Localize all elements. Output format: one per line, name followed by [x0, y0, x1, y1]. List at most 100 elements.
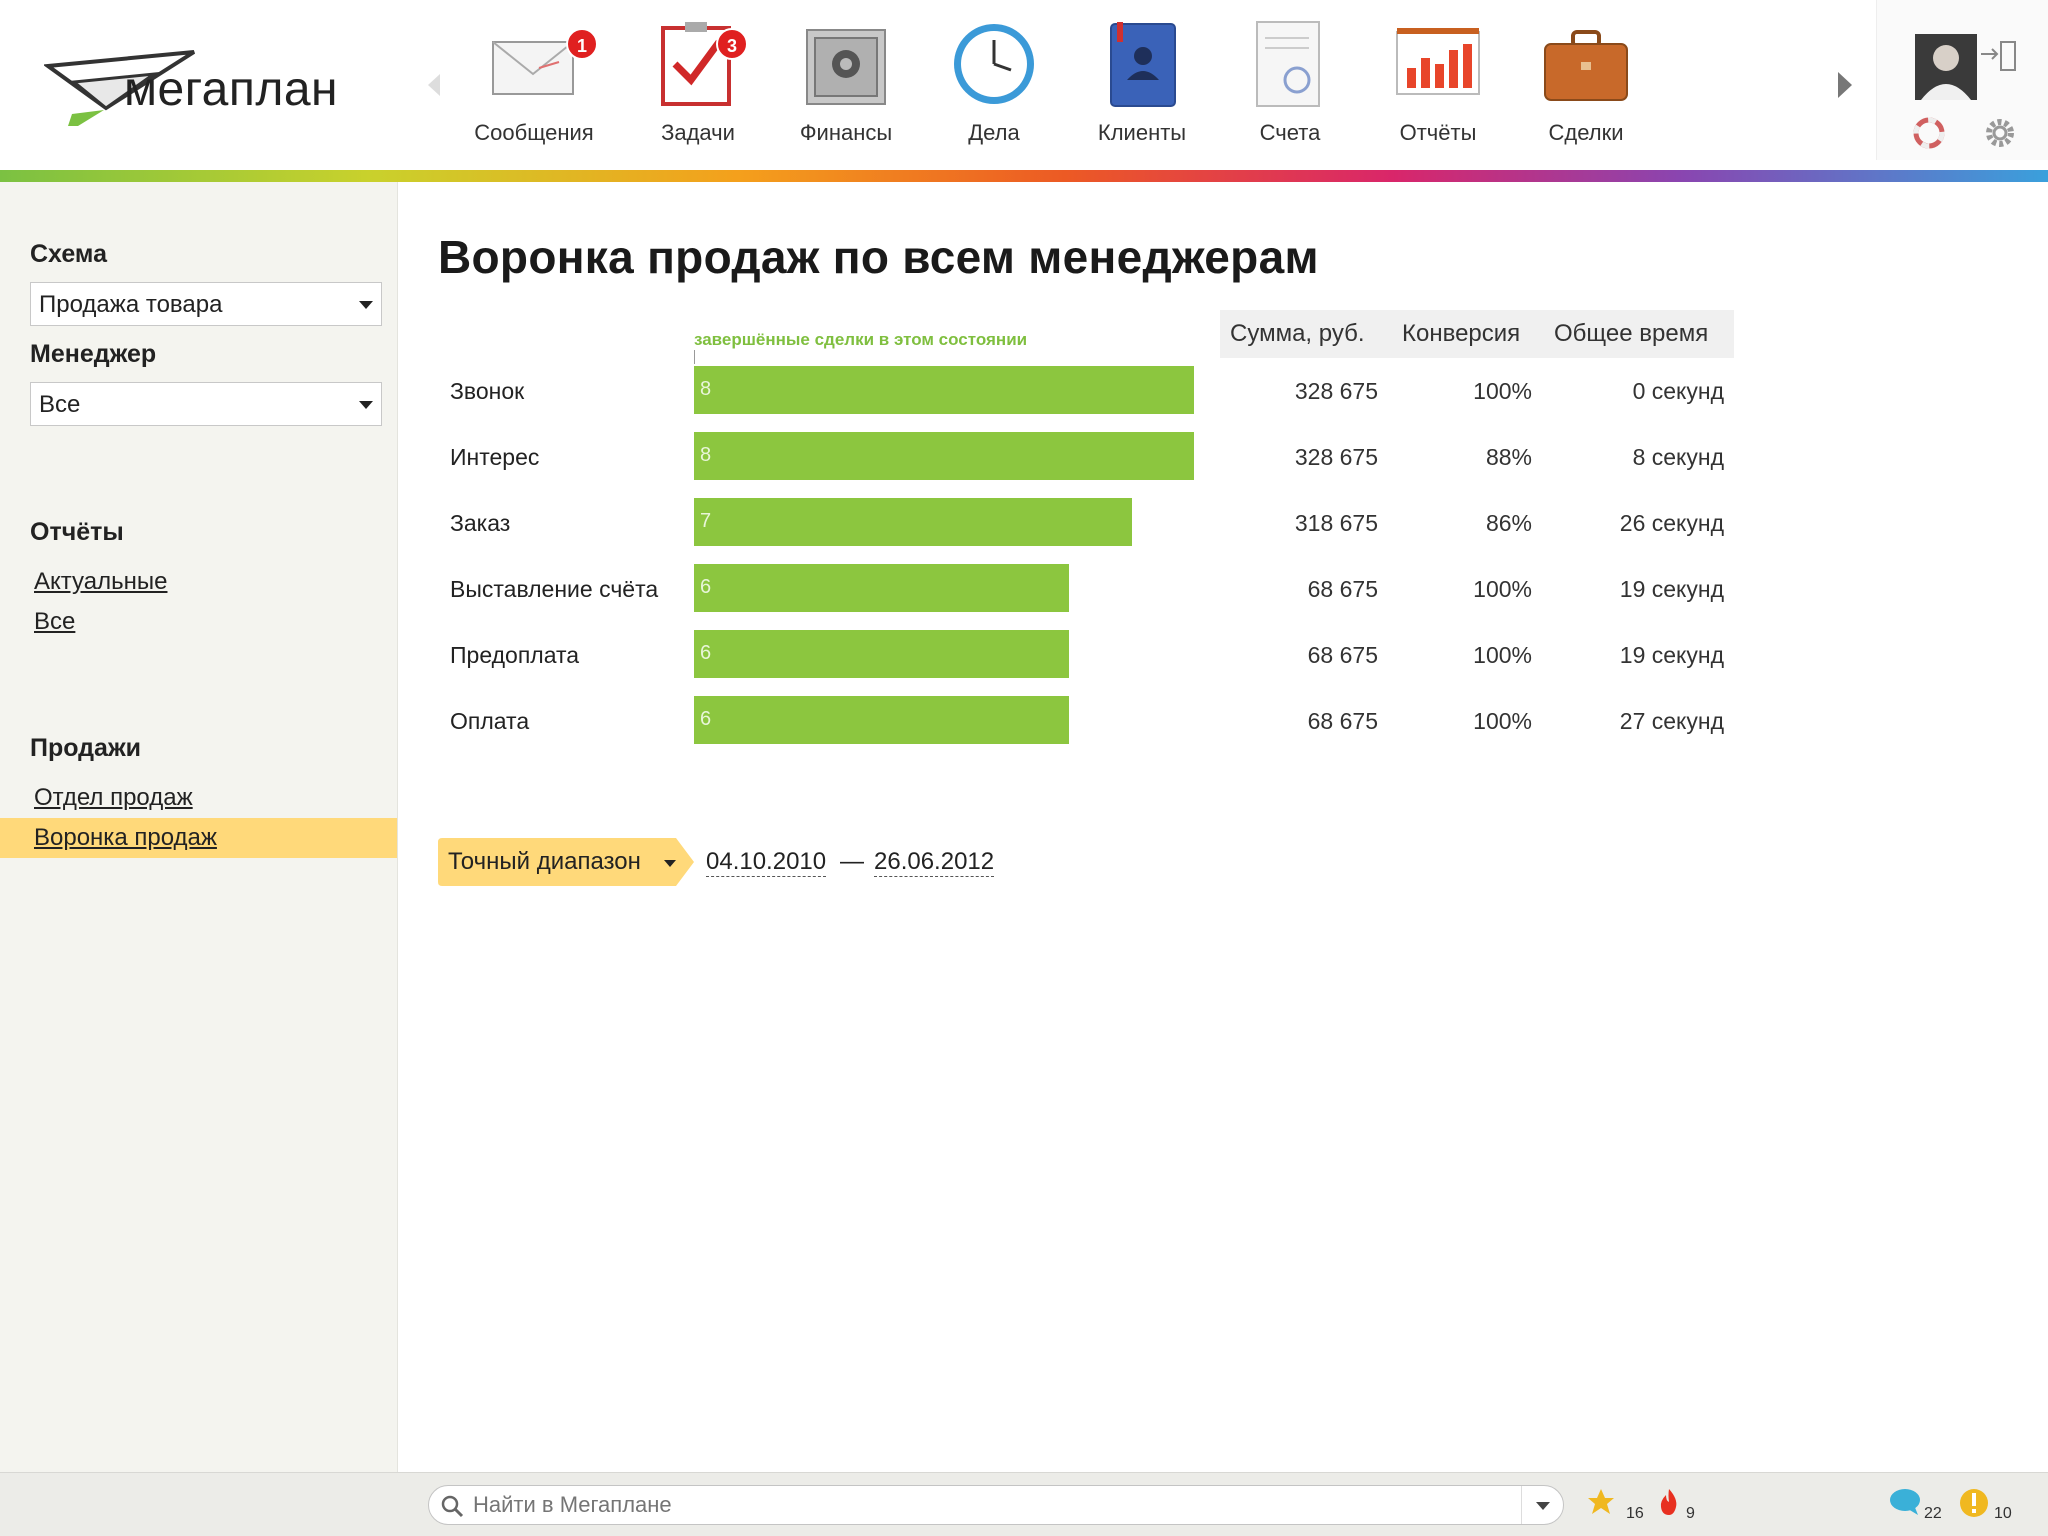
module-label: Счета [1259, 120, 1321, 145]
funnel-bar[interactable]: 8 [694, 366, 1194, 414]
invoice-icon [1245, 18, 1335, 108]
module-deeds[interactable]: Дела [920, 12, 1068, 152]
funnel-time-value: 0 секунд [1632, 378, 1724, 404]
funnel-bar-count: 8 [700, 378, 712, 400]
module-clients[interactable]: Клиенты [1068, 12, 1216, 152]
date-from-link[interactable]: 04.10.2010 [706, 848, 827, 877]
funnel-conversion-value: 100% [1473, 708, 1532, 734]
chevron-down-icon [1536, 1502, 1550, 1510]
funnel-stage-label: Звонок [450, 378, 525, 404]
sidebar-link-all-reports[interactable]: Все [34, 608, 76, 635]
module-messages[interactable]: 1 Сообщения [460, 12, 608, 152]
safe-icon [801, 18, 891, 108]
module-reports[interactable]: Отчёты [1364, 12, 1512, 152]
contacts-book-icon [1097, 18, 1187, 108]
chevron-down-icon [359, 401, 373, 409]
top-header: мегаплан 1 Сообщения [0, 0, 2048, 170]
page-title: Воронка продаж по всем менеджерам [438, 231, 1319, 283]
module-finance[interactable]: Финансы [772, 12, 920, 152]
date-to-link[interactable]: 26.06.2012 [874, 848, 995, 877]
funnel-bar-count: 6 [700, 576, 712, 598]
caption-tick [694, 350, 695, 364]
star-icon [1588, 1489, 1614, 1514]
funnel-conversion-value: 88% [1485, 444, 1532, 470]
funnel-caption: завершённые сделки в этом состоянии [694, 330, 1028, 349]
table-header: Сумма, руб. Конверсия Общее время [1220, 310, 1734, 358]
funnel-stage-label: Предоплата [450, 642, 580, 668]
search-box [428, 1485, 1564, 1525]
funnel-bar-count: 8 [700, 444, 712, 466]
footer-bar: 16 9 22 10 [0, 1472, 2048, 1536]
funnel-bar[interactable]: 8 [694, 432, 1194, 480]
schema-select-value: Продажа товара [39, 291, 223, 318]
funnel-time-value: 26 секунд [1619, 510, 1724, 536]
manager-heading: Менеджер [30, 340, 157, 368]
tasks-badge: 3 [716, 28, 748, 60]
sidebar-link-sales-department[interactable]: Отдел продаж [34, 784, 193, 811]
messages-badge: 1 [566, 28, 598, 60]
fire-icon [1660, 1489, 1677, 1515]
main-content: Воронка продаж по всем менеджерам заверш… [398, 182, 2048, 1472]
funnel-conversion-value: 100% [1473, 378, 1532, 404]
module-label: Дела [968, 120, 1020, 145]
header-rainbow-stripe [0, 170, 2048, 182]
avatar[interactable] [1915, 34, 1977, 100]
nav-prev-arrow-icon[interactable] [424, 70, 444, 100]
funnel-conversion-value: 100% [1473, 576, 1532, 602]
column-header-time: Общее время [1554, 320, 1709, 347]
funnel-time-value: 19 секунд [1619, 576, 1724, 602]
funnel-time-value: 19 секунд [1619, 642, 1724, 668]
funnel-stage-label: Заказ [450, 510, 511, 536]
funnel-time-value: 8 секунд [1632, 444, 1724, 470]
funnel-bar[interactable]: 7 [694, 498, 1132, 546]
module-invoices[interactable]: Счета [1216, 12, 1364, 152]
search-dropdown-button[interactable] [1521, 1486, 1563, 1524]
briefcase-icon [1541, 18, 1631, 108]
funnel-bar-count: 6 [700, 642, 712, 664]
date-range-type-button[interactable]: Точный диапазон [438, 838, 696, 886]
funnel-bar[interactable]: 6 [694, 564, 1069, 612]
warning-icon [1960, 1489, 1988, 1517]
date-separator: — [840, 848, 864, 875]
help-lifebuoy-icon[interactable] [1912, 116, 1946, 150]
funnel-stage-label: Интерес [450, 444, 540, 470]
funnel-time-value: 27 секунд [1619, 708, 1724, 734]
schema-select[interactable]: Продажа товара [30, 282, 382, 326]
reports-heading: Отчёты [30, 518, 124, 546]
funnel-sum-value: 68 675 [1307, 642, 1378, 668]
funnel-stage-label: Выставление счёта [450, 576, 659, 602]
search-icon [439, 1493, 465, 1519]
search-input[interactable] [473, 1490, 1503, 1520]
manager-select[interactable]: Все [30, 382, 382, 426]
module-tasks[interactable]: 3 Задачи [624, 12, 772, 152]
module-label: Клиенты [1097, 120, 1187, 145]
clock-icon [949, 18, 1039, 108]
funnel-bar[interactable]: 6 [694, 696, 1069, 744]
funnel-sum-value: 68 675 [1307, 576, 1378, 602]
funnel-sum-value: 318 675 [1294, 510, 1378, 536]
megaplan-logo[interactable]: мегаплан [44, 44, 374, 134]
column-header-sum: Сумма, руб. [1230, 320, 1365, 347]
chevron-down-icon [359, 301, 373, 309]
settings-gear-icon[interactable] [1983, 116, 2017, 150]
module-deals[interactable]: Сделки [1512, 12, 1660, 152]
funnel-sum-value: 68 675 [1307, 708, 1378, 734]
logout-icon[interactable] [1979, 38, 2019, 74]
sales-heading: Продажи [30, 734, 142, 762]
sidebar-active-highlight [0, 818, 397, 858]
logo-text: мегаплан [124, 63, 339, 116]
schema-heading: Схема [30, 240, 107, 268]
sidebar-link-sales-funnel[interactable]: Воронка продаж [34, 824, 217, 851]
envelope-icon [489, 18, 579, 108]
funnel-conversion-value: 100% [1473, 642, 1532, 668]
module-label: Отчёты [1399, 120, 1477, 145]
funnel-conversion-value: 86% [1485, 510, 1532, 536]
funnel-bar-count: 7 [700, 510, 712, 532]
favorites-count: 16 [1626, 1505, 1644, 1522]
sidebar-link-actual-reports[interactable]: Актуальные [34, 568, 168, 595]
funnel-bar[interactable]: 6 [694, 630, 1069, 678]
nav-next-arrow-icon[interactable] [1834, 68, 1856, 102]
module-label: Сообщения [474, 120, 594, 145]
user-panel [1876, 0, 2048, 160]
chevron-down-icon [664, 860, 676, 867]
